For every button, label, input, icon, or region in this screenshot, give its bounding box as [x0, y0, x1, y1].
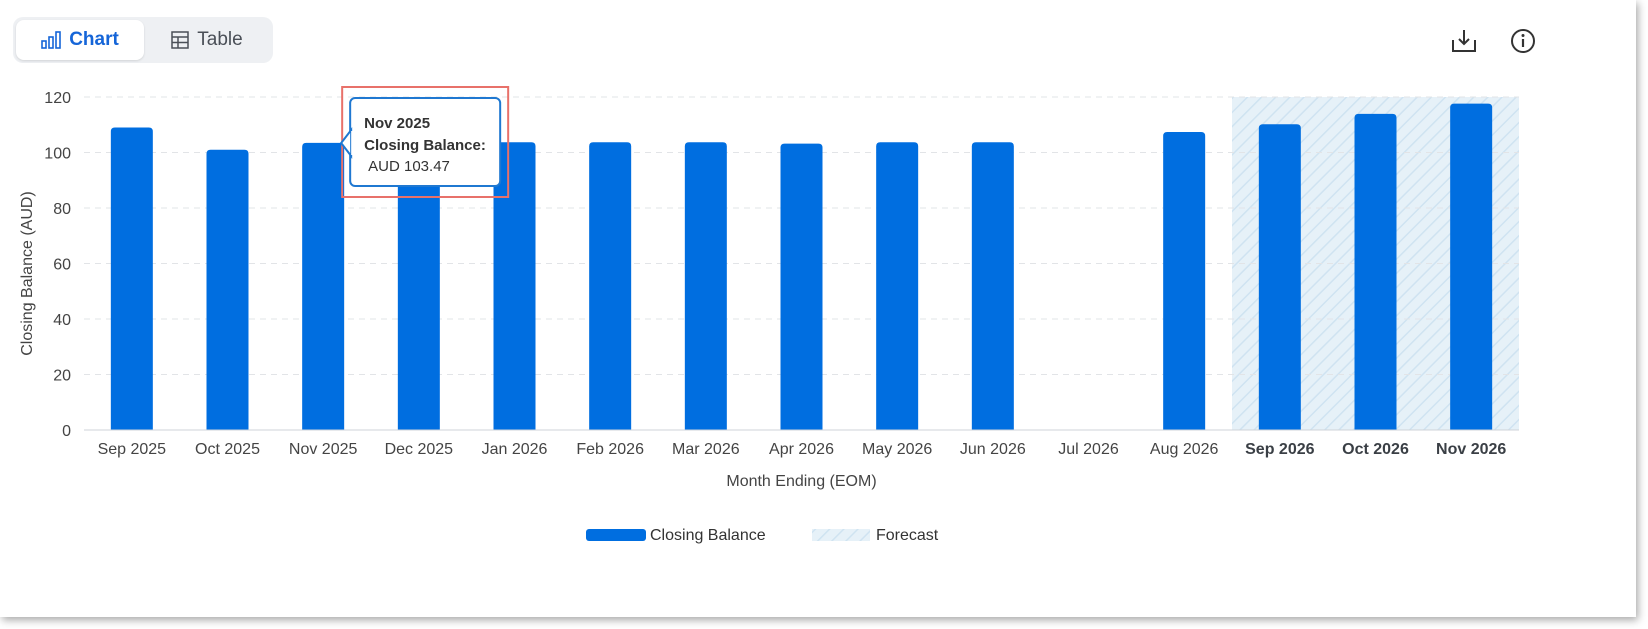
bar[interactable] [302, 142, 345, 431]
legend-label-closing-balance[interactable]: Closing Balance [650, 527, 766, 544]
bar[interactable] [684, 142, 727, 431]
x-tick-label: Jun 2026 [960, 441, 1026, 458]
x-tick-label: Oct 2025 [195, 441, 260, 458]
bar[interactable] [589, 142, 632, 431]
y-tick-label: 60 [53, 257, 71, 274]
table-view-label: Table [197, 29, 243, 50]
x-tick-label: Mar 2026 [672, 441, 740, 458]
x-tick-label: Feb 2026 [576, 441, 644, 458]
bar[interactable] [780, 143, 823, 430]
legend-swatch-closing-balance [586, 529, 646, 541]
bar[interactable] [876, 142, 919, 431]
x-tick-label: Sep 2026 [1245, 441, 1314, 458]
download-icon [1452, 30, 1476, 52]
table-icon [171, 31, 190, 49]
x-tick-label: Oct 2026 [1342, 441, 1409, 458]
x-tick-label: Nov 2025 [289, 441, 358, 458]
x-tick-label: Apr 2026 [769, 441, 834, 458]
y-axis-title: Closing Balance (AUD) [19, 191, 36, 356]
x-tick-label: Jul 2026 [1058, 441, 1119, 458]
x-tick-label: Sep 2025 [98, 441, 167, 458]
y-tick-label: 40 [53, 312, 71, 329]
x-tick-label: Aug 2026 [1150, 441, 1219, 458]
tooltip-value: AUD 103.47 [368, 158, 450, 175]
bar[interactable] [397, 144, 440, 431]
bar[interactable] [971, 142, 1014, 431]
y-tick-label: 0 [62, 423, 71, 440]
x-tick-label: May 2026 [862, 441, 932, 458]
chart-view-label: Chart [69, 29, 119, 50]
y-tick-label: 20 [53, 368, 71, 385]
x-axis-title: Month Ending (EOM) [726, 473, 876, 490]
x-tick-label: Jan 2026 [482, 441, 548, 458]
legend-label-forecast[interactable]: Forecast [876, 527, 939, 544]
y-tick-label: 120 [44, 90, 71, 107]
chart-view-button[interactable]: Chart [16, 20, 144, 60]
tooltip-pointer-mask [351, 131, 356, 155]
bar[interactable] [1450, 103, 1493, 430]
table-view-button[interactable]: Table [144, 20, 270, 60]
bar[interactable] [1354, 113, 1397, 431]
download-button[interactable] [1449, 26, 1479, 56]
info-icon [1511, 29, 1535, 53]
bar[interactable] [1258, 124, 1301, 430]
x-tick-label: Dec 2025 [385, 441, 454, 458]
y-tick-label: 80 [53, 201, 71, 218]
bar[interactable] [493, 142, 536, 431]
info-button[interactable] [1508, 26, 1538, 56]
y-tick-label: 100 [44, 146, 71, 163]
bar[interactable] [110, 127, 153, 431]
view-toggle: Chart Table [13, 17, 273, 63]
tooltip-title: Nov 2025 [364, 115, 430, 132]
bar[interactable] [1163, 131, 1206, 430]
bar-chart-icon [41, 31, 61, 49]
x-tick-label: Nov 2026 [1436, 441, 1506, 458]
tooltip-label: Closing Balance: [364, 137, 486, 154]
bar[interactable] [206, 149, 249, 430]
legend-swatch-forecast [812, 529, 870, 541]
